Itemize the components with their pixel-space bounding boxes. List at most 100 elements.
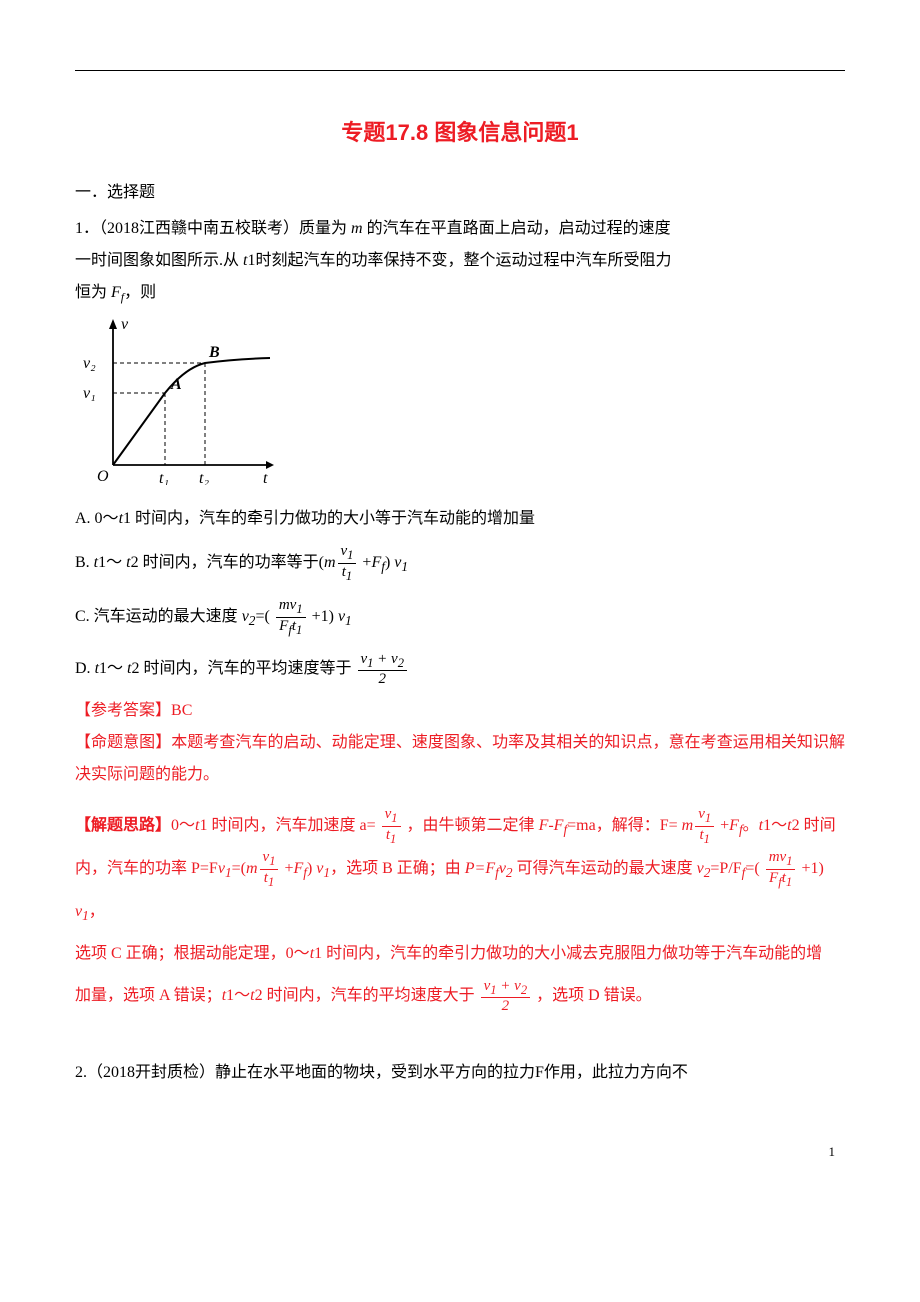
var-v2: v [242, 608, 249, 625]
option-c: C. 汽车运动的最大速度 v2=( mv1Fft1 +1) v1 [75, 591, 845, 643]
svg-text:v: v [121, 316, 129, 333]
var-m: m [246, 860, 258, 877]
solution-line4: 加量，选项 A 错误；t1～t2 时间内，汽车的平均速度大于 v1 + v22 … [75, 975, 845, 1017]
sol-t: =ma，解得：F= [567, 817, 682, 834]
q1-text: 1．（2018江西赣中南五校联考）质量为 [75, 220, 351, 237]
document-title: 专题17.8 图象信息问题1 [75, 111, 845, 155]
spacer [75, 791, 845, 805]
velocity-time-graph: v t Ov₁ v₂ t₁ t₂ A B [75, 315, 845, 497]
var-Ff: Ff [371, 554, 384, 571]
vt-graph-svg: v t Ov₁ v₂ t₁ t₂ A B [75, 315, 275, 485]
svg-text:A: A [170, 376, 182, 393]
sol-t: 2 时间内，汽车的平均速度大于 [255, 987, 479, 1004]
answer-label: 【参考答案】 [75, 702, 171, 719]
q1-stem: 1．（2018江西赣中南五校联考）质量为 m 的汽车在平直路面上启动，启动过程的… [75, 213, 845, 245]
sol-t: 选项 C 正确；根据动能定理，0～ [75, 945, 310, 962]
svg-text:v₁: v₁ [83, 385, 96, 402]
q1-text: 1时刻起汽车的功率保持不变，整个运动过程中汽车所受阻力 [247, 252, 671, 269]
intent-label: 【命题意图】 [75, 734, 171, 751]
q1-text: 的汽车在平直路面上启动，启动过程的速度 [363, 220, 671, 237]
sol-t: ，选项 D 错误。 [532, 987, 652, 1004]
svg-text:t₁: t₁ [159, 470, 169, 485]
intent-block: 【命题意图】本题考查汽车的启动、动能定理、速度图象、功率及其相关的知识点，意在考… [75, 727, 845, 791]
var-m: m [682, 817, 694, 834]
sol-t: =P/F [710, 860, 741, 877]
sol-t: 2 时间 [792, 817, 836, 834]
var-v2: v [499, 860, 506, 877]
opt-b-e: ) [385, 554, 394, 571]
opt-a-tail: 1 时间内，汽车的牵引力做功的大小等于汽车动能的增加量 [123, 510, 535, 527]
sol-t: + [716, 817, 729, 834]
var-Ff: Ff [729, 817, 742, 834]
opt-b-d: + [358, 554, 371, 571]
solution-line3: 选项 C 正确；根据动能定理，0～t1 时间内，汽车的牵引力做功的大小减去克服阻… [75, 933, 845, 975]
opt-d-a: D. [75, 660, 95, 677]
svg-text:t₂: t₂ [199, 470, 209, 485]
frac-v1-t1: v1t1 [260, 849, 279, 890]
sub-1: 1 [225, 865, 232, 880]
sol-t: +1) [797, 860, 823, 877]
opt-c-a: C. 汽车运动的最大速度 [75, 608, 242, 625]
frac-v1plusv2-2: v1 + v22 [481, 978, 530, 1015]
sub-1: 1 [82, 908, 89, 923]
frac-v1-t1: v1t1 [695, 806, 714, 847]
frac-v1-t1: v1t1 [338, 543, 357, 584]
top-rule [75, 70, 845, 71]
sol-t: ， [89, 903, 105, 920]
opt-b-b: 1～ [98, 554, 126, 571]
svg-text:B: B [208, 344, 220, 361]
var-v2: v [697, 860, 704, 877]
opt-a-text: A. 0～ [75, 510, 119, 527]
sol-t: =( [745, 860, 763, 877]
sol-t: 0～ [171, 817, 195, 834]
opt-d-b: 1～ [99, 660, 127, 677]
frac-mv1-Fft1: mv1Fft1 [276, 597, 306, 638]
q1-stem-l2: 一时间图象如图所示.从 t1时刻起汽车的功率保持不变，整个运动过程中汽车所受阻力 [75, 245, 845, 277]
svg-text:t: t [263, 470, 268, 485]
sol-t: 。 [743, 817, 759, 834]
sol-t: 1 时间内，汽车加速度 a= [199, 817, 379, 834]
solution-line2: 内，汽车的功率 P=Fv1=(mv1t1 +Ff) v1，选项 B 正确；由 P… [75, 848, 845, 934]
intent-text: 本题考查汽车的启动、动能定理、速度图象、功率及其相关的知识点，意在考查运用相关知… [75, 734, 845, 783]
sol-t: 1 时间内，汽车的牵引力做功的大小减去克服阻力做功等于汽车动能的增 [314, 945, 822, 962]
answer-value: BC [171, 702, 192, 719]
sol-t: 加量，选项 A 错误； [75, 987, 222, 1004]
sol-ff: F-F [539, 817, 564, 834]
sol-t: ，由牛顿第二定律 [403, 817, 539, 834]
sub-1: 1 [401, 559, 408, 574]
var-m: m [324, 554, 336, 571]
frac-mv1-Fft1: mv1Fft1 [766, 849, 796, 890]
q1-text: 恒为 [75, 284, 111, 301]
sol-pf: P=F [465, 860, 495, 877]
sub-1: 1 [345, 613, 352, 628]
option-a: A. 0～t1 时间内，汽车的牵引力做功的大小等于汽车动能的增加量 [75, 503, 845, 535]
opt-c-b: =( [255, 608, 273, 625]
option-b: B. t1～ t2 时间内，汽车的功率等于(mv1t1 +Ff) v1 [75, 537, 845, 589]
sol-t: 可得汽车运动的最大速度 [513, 860, 697, 877]
opt-c-c: +1) [308, 608, 338, 625]
opt-b-a: B. [75, 554, 94, 571]
opt-b-c: 2 时间内，汽车的功率等于( [131, 554, 324, 571]
q1-stem-l3: 恒为 Ff，则 [75, 277, 845, 309]
frac-v1-t1: v1t1 [382, 806, 401, 847]
var-F: F [111, 284, 121, 301]
sol-t: =( [232, 860, 246, 877]
option-d: D. t1～ t2 时间内，汽车的平均速度等于 v1 + v22 [75, 645, 845, 693]
frac-v1plusv2-2: v1 + v22 [358, 651, 407, 688]
q1-text: 一时间图象如图所示.从 [75, 252, 243, 269]
solution-label: 【解题思路】 [75, 817, 171, 834]
sub-2: 2 [506, 865, 513, 880]
svg-text:v₂: v₂ [83, 355, 96, 372]
var-v1: v [338, 608, 345, 625]
var-v1: v [218, 860, 225, 877]
q2-stem: 2.（2018开封质检）静止在水平地面的物块，受到水平方向的拉力F作用，此拉力方… [75, 1057, 845, 1089]
answer-block: 【参考答案】BC [75, 695, 845, 727]
sol-t: ，选项 B 正确；由 [330, 860, 465, 877]
sol-t: 1～ [226, 987, 250, 1004]
solution-block: 【解题思路】0～t1 时间内，汽车加速度 a= v1t1 ，由牛顿第二定律 F-… [75, 805, 845, 848]
section-heading: 一．选择题 [75, 177, 845, 209]
sol-t: + [280, 860, 293, 877]
svg-text:O: O [97, 468, 109, 485]
opt-d-c: 2 时间内，汽车的平均速度等于 [131, 660, 355, 677]
spacer [75, 1017, 845, 1057]
